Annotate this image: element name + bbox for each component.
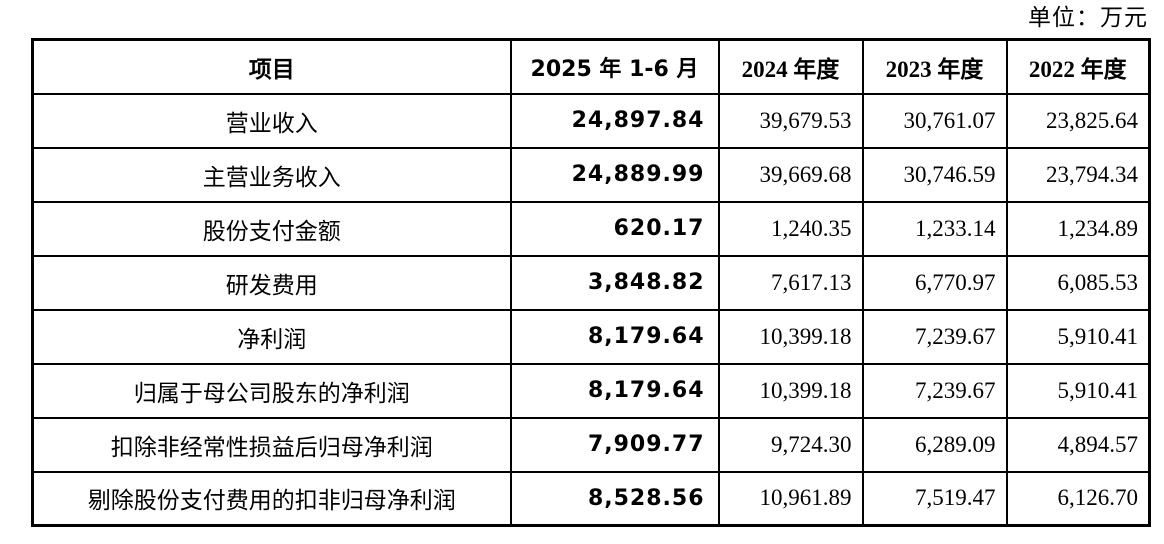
value-2024: 39,679.53: [717, 92, 864, 149]
table-row-net-profit-excl-share-payment: 剔除股份支付费用的扣非归母净利润 8,528.56 10,961.89 7,51…: [31, 470, 1151, 527]
row-label: 股份支付金额: [31, 200, 512, 257]
financial-summary-table: 项目 2025 年 1-6 月 2024 年度 2023 年度 2022 年度 …: [31, 38, 1151, 527]
table-row-net-profit: 净利润 8,179.64 10,399.18 7,239.67 5,910.41: [31, 308, 1151, 365]
value-2024: 7,617.13: [717, 254, 864, 311]
value-2023: 7,239.67: [861, 308, 1008, 365]
row-label: 净利润: [31, 308, 512, 365]
value-2024: 1,240.35: [717, 200, 864, 257]
value-2022: 23,825.64: [1005, 92, 1151, 149]
value-2022: 23,794.34: [1005, 146, 1151, 203]
value-2023: 6,770.97: [861, 254, 1008, 311]
value-2023: 7,239.67: [861, 362, 1008, 419]
row-label: 扣除非经常性损益后归母净利润: [31, 416, 512, 473]
unit-label: 单位：万元: [1028, 5, 1148, 30]
value-2025-h1: 24,897.84: [509, 92, 720, 149]
row-label: 主营业务收入: [31, 146, 512, 203]
table-row-net-profit-deduct-nonrecurring: 扣除非经常性损益后归母净利润 7,909.77 9,724.30 6,289.0…: [31, 416, 1151, 473]
table-row-main-business-revenue: 主营业务收入 24,889.99 39,669.68 30,746.59 23,…: [31, 146, 1151, 203]
value-2024: 10,399.18: [717, 362, 864, 419]
value-2022: 5,910.41: [1005, 362, 1151, 419]
value-2023: 1,233.14: [861, 200, 1008, 257]
header-2023: 2023 年度: [861, 38, 1008, 95]
value-2023: 30,761.07: [861, 92, 1008, 149]
value-2023: 30,746.59: [861, 146, 1008, 203]
value-2022: 5,910.41: [1005, 308, 1151, 365]
value-2024: 39,669.68: [717, 146, 864, 203]
value-2025-h1: 8,528.56: [509, 470, 720, 527]
row-label: 研发费用: [31, 254, 512, 311]
table-row-operating-revenue: 营业收入 24,897.84 39,679.53 30,761.07 23,82…: [31, 92, 1151, 149]
value-2022: 1,234.89: [1005, 200, 1151, 257]
table-row-rd-expense: 研发费用 3,848.82 7,617.13 6,770.97 6,085.53: [31, 254, 1151, 311]
value-2022: 6,126.70: [1005, 470, 1151, 527]
value-2025-h1: 3,848.82: [509, 254, 720, 311]
value-2025-h1: 24,889.99: [509, 146, 720, 203]
row-label: 营业收入: [31, 92, 512, 149]
value-2025-h1: 7,909.77: [509, 416, 720, 473]
value-2024: 9,724.30: [717, 416, 864, 473]
table-row-net-profit-parent: 归属于母公司股东的净利润 8,179.64 10,399.18 7,239.67…: [31, 362, 1151, 419]
value-2025-h1: 8,179.64: [509, 308, 720, 365]
header-2022: 2022 年度: [1005, 38, 1151, 95]
value-2023: 7,519.47: [861, 470, 1008, 527]
header-2025-h1: 2025 年 1-6 月: [509, 38, 720, 95]
table-row-share-payment-amount: 股份支付金额 620.17 1,240.35 1,233.14 1,234.89: [31, 200, 1151, 257]
header-item-column: 项目: [31, 38, 512, 95]
value-2024: 10,961.89: [717, 470, 864, 527]
value-2023: 6,289.09: [861, 416, 1008, 473]
value-2024: 10,399.18: [717, 308, 864, 365]
value-2025-h1: 8,179.64: [509, 362, 720, 419]
header-2024: 2024 年度: [717, 38, 864, 95]
row-label: 剔除股份支付费用的扣非归母净利润: [31, 470, 512, 527]
value-2025-h1: 620.17: [509, 200, 720, 257]
row-label: 归属于母公司股东的净利润: [31, 362, 512, 419]
header-row: 项目 2025 年 1-6 月 2024 年度 2023 年度 2022 年度: [31, 38, 1151, 95]
value-2022: 6,085.53: [1005, 254, 1151, 311]
value-2022: 4,894.57: [1005, 416, 1151, 473]
